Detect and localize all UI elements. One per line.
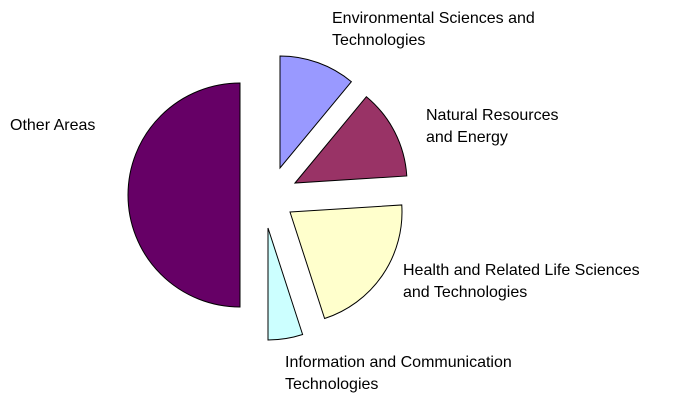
pie-slice xyxy=(267,227,304,341)
slice-label: Other Areas xyxy=(10,117,96,134)
slice-label: Environmental Sciences and Technologies xyxy=(332,10,535,49)
slice-label: Health and Related Life Sciences and Tec… xyxy=(403,262,640,301)
slice-label: Information and Communication Technologi… xyxy=(285,354,512,393)
pie-slice xyxy=(127,82,241,308)
pie-slice xyxy=(293,95,408,184)
slice-label: Natural Resources and Energy xyxy=(426,107,559,146)
pie-slice xyxy=(289,204,403,320)
pie-slice xyxy=(279,55,353,170)
